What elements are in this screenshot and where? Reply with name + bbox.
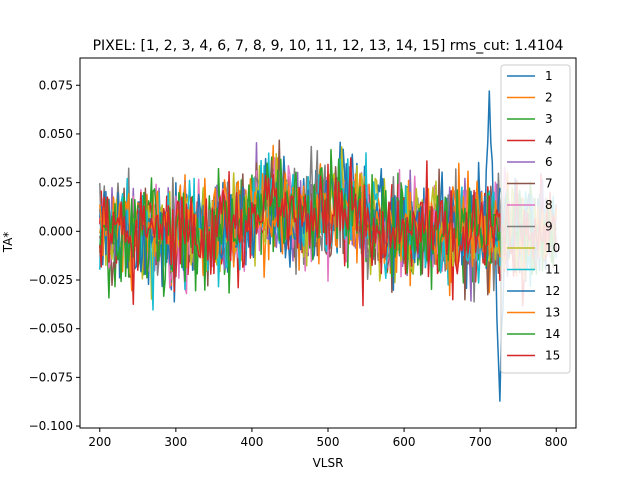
legend-label: 14 <box>545 327 560 341</box>
y-tick-label: −0.075 <box>29 370 73 384</box>
legend-label: 15 <box>545 349 560 363</box>
y-tick-label: 0.075 <box>39 78 73 92</box>
x-tick-label: 800 <box>545 435 568 449</box>
legend-label: 6 <box>545 155 553 169</box>
legend-label: 12 <box>545 284 560 298</box>
legend-label: 9 <box>545 220 553 234</box>
y-tick-label: −0.050 <box>29 322 73 336</box>
legend-label: 2 <box>545 91 553 105</box>
y-axis: −0.100 −0.075 −0.050 −0.025 0.000 0.025 0.050 0… <box>29 78 80 433</box>
series-line-15 <box>99 157 557 307</box>
legend-label: 8 <box>545 198 553 212</box>
x-tick-label: 400 <box>240 435 263 449</box>
legend-label: 10 <box>545 241 560 255</box>
x-tick-label: 700 <box>469 435 492 449</box>
legend-label: 11 <box>545 263 560 277</box>
y-tick-label: 0.025 <box>39 176 73 190</box>
legend-label: 13 <box>545 306 560 320</box>
y-tick-label: 0.000 <box>39 224 73 238</box>
series-layer <box>99 90 557 402</box>
chart-title: PIXEL: [1, 2, 3, 4, 6, 7, 8, 9, 10, 11, … <box>93 38 564 54</box>
x-tick-label: 300 <box>164 435 187 449</box>
x-tick-label: 200 <box>88 435 111 449</box>
x-tick-label: 600 <box>393 435 416 449</box>
legend-label: 1 <box>545 69 553 83</box>
x-tick-label: 500 <box>317 435 340 449</box>
y-tick-label: −0.100 <box>29 419 73 433</box>
legend-label: 7 <box>545 177 553 191</box>
legend-box <box>500 64 571 374</box>
y-tick-label: −0.025 <box>29 273 73 287</box>
y-axis-title: TA* <box>1 232 15 254</box>
legend-label: 4 <box>545 134 553 148</box>
y-tick-label: 0.050 <box>39 127 73 141</box>
x-axis: 200 300 400 500 600 700 800 <box>88 428 568 449</box>
legend-label: 3 <box>545 112 553 126</box>
x-axis-title: VLSR <box>313 456 344 470</box>
